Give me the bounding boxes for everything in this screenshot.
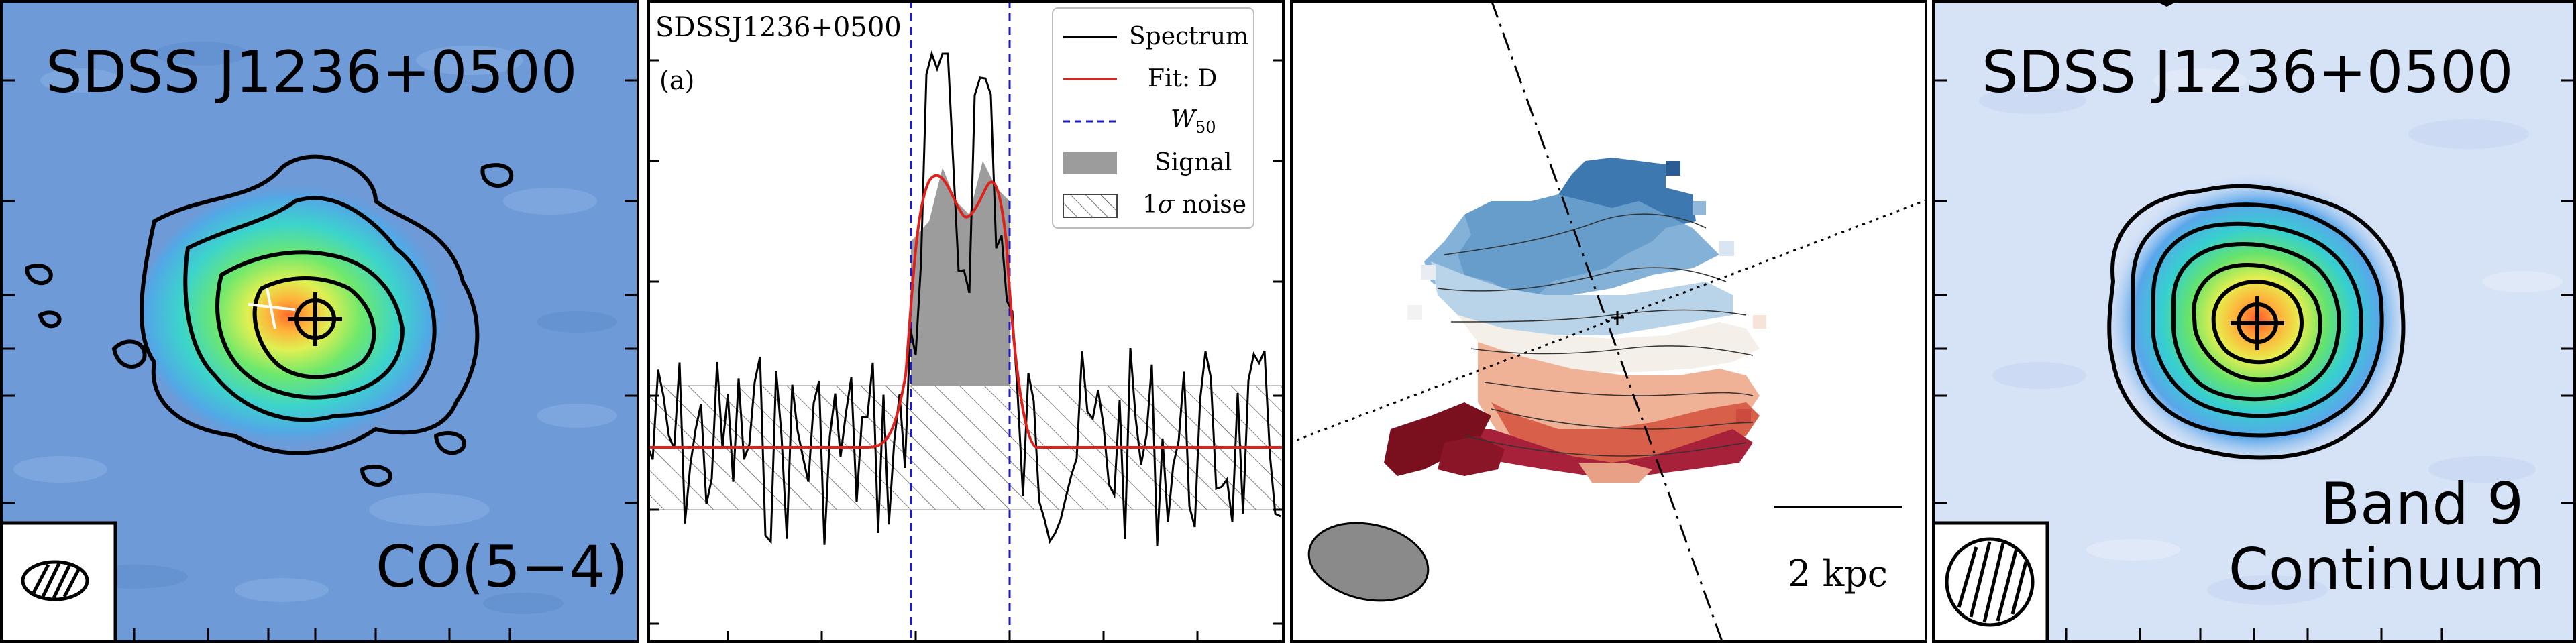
continuum-label: Continuum bbox=[2228, 536, 2545, 603]
velocity-map-image bbox=[1290, 0, 1927, 643]
continuum-map-title: SDSS J1236+0500 bbox=[1982, 39, 2514, 106]
continuum-map-image bbox=[1932, 0, 2576, 643]
velocity-map-panel: 2 kpc bbox=[1290, 0, 1927, 643]
subpanel-label: (a) bbox=[659, 66, 695, 95]
legend-noise-suffix: noise bbox=[1174, 191, 1247, 219]
spectrum-panel: SDSSJ1236+0500 (a) Spectrum Fit: D W50 S… bbox=[647, 0, 1285, 643]
continuum-map-panel: SDSS J1236+0500 Band 9 Continuum bbox=[1932, 0, 2576, 643]
legend-noise-label: 1σ noise bbox=[1142, 191, 1246, 219]
legend-w50-label: W50 bbox=[1171, 106, 1216, 137]
beam-ellipse bbox=[1307, 522, 1430, 602]
signal-region bbox=[911, 161, 1010, 386]
band-label: Band 9 bbox=[2320, 471, 2524, 538]
co-map-image bbox=[0, 0, 639, 643]
spectrum-line bbox=[647, 50, 1281, 546]
fit-line bbox=[647, 174, 1285, 449]
legend-spectrum-label: Spectrum bbox=[1129, 23, 1249, 50]
map-title: SDSS J1236+0500 bbox=[46, 39, 578, 106]
legend-signal-swatch bbox=[1063, 152, 1117, 174]
line-label: CO(5−4) bbox=[376, 534, 629, 601]
kinematic-minor-axis bbox=[1290, 198, 1927, 444]
legend-signal-label: Signal bbox=[1155, 149, 1232, 176]
co-map-panel: SDSS J1236+0500 CO(5−4) bbox=[0, 0, 639, 643]
spectrum-plot bbox=[647, 0, 1285, 643]
legend-w50-main: W bbox=[1171, 106, 1196, 133]
legend-noise-sigma: σ bbox=[1157, 191, 1175, 219]
legend bbox=[1052, 7, 1254, 229]
legend-fit-label: Fit: D bbox=[1148, 65, 1218, 93]
legend-w50-sub: 50 bbox=[1195, 118, 1216, 137]
legend-noise-swatch bbox=[1063, 194, 1118, 218]
scalebar-label: 2 kpc bbox=[1788, 552, 1888, 595]
spectrum-title: SDSSJ1236+0500 bbox=[655, 12, 902, 43]
legend-noise-prefix: 1 bbox=[1142, 191, 1158, 219]
kinematic-major-axis bbox=[1490, 0, 1724, 643]
